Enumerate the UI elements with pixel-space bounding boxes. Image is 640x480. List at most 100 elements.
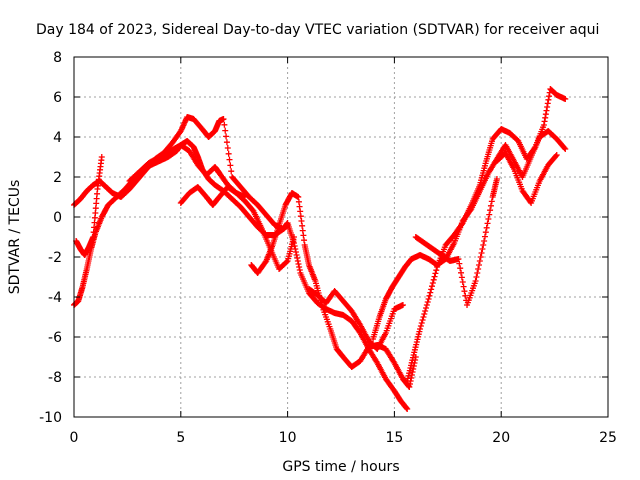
data-points	[71, 86, 569, 412]
data-series	[73, 154, 105, 258]
data-point	[458, 269, 465, 276]
y-tick-label: 6	[53, 90, 62, 106]
data-point	[404, 406, 411, 412]
data-point	[481, 238, 488, 244]
y-tick-label: -4	[48, 290, 62, 306]
data-series	[71, 138, 411, 412]
data-point	[458, 274, 465, 281]
data-series	[126, 142, 248, 200]
data-point	[428, 283, 435, 290]
data-point	[427, 289, 434, 296]
data-point	[475, 266, 482, 272]
data-point	[482, 229, 489, 236]
data-point	[424, 299, 431, 305]
chart-title: Day 184 of 2023, Sidereal Day-to-day VTE…	[36, 22, 599, 38]
data-series	[493, 150, 560, 206]
data-point	[283, 258, 290, 265]
data-point	[221, 121, 228, 128]
data-point	[418, 320, 425, 326]
data-point	[531, 145, 538, 152]
data-point	[562, 96, 569, 102]
y-tick-label: 2	[53, 170, 62, 186]
data-point	[223, 139, 230, 146]
data-point	[284, 222, 291, 228]
x-tick-label: 5	[176, 430, 185, 446]
data-point	[423, 302, 430, 308]
data-point	[430, 276, 437, 283]
data-point	[483, 224, 490, 231]
data-point	[419, 317, 426, 323]
data-point	[460, 283, 467, 290]
data-point	[428, 286, 435, 293]
data-point	[431, 273, 438, 280]
plot-frame	[73, 56, 609, 418]
x-tick-label: 15	[385, 430, 403, 446]
data-point	[423, 305, 430, 311]
axis-ticks: 0 5 10 15 20 25 -10 -8 -6 -4 -2 0 2 4 6 8	[39, 50, 617, 446]
data-point	[479, 246, 486, 252]
data-point	[455, 256, 462, 262]
data-point	[488, 198, 495, 205]
data-point	[421, 311, 428, 317]
data-point	[432, 270, 439, 277]
grid	[74, 57, 608, 417]
data-point	[493, 176, 500, 182]
data-point	[425, 296, 432, 302]
data-point	[553, 152, 560, 158]
x-axis-label: GPS time / hours	[282, 459, 399, 475]
data-series	[404, 86, 569, 384]
data-point	[223, 133, 230, 140]
data-series	[412, 176, 500, 308]
data-point	[222, 127, 229, 134]
data-point	[481, 233, 488, 240]
data-point	[473, 274, 480, 280]
y-axis-label: SDTVAR / TECUs	[7, 180, 23, 295]
data-point	[98, 154, 105, 160]
y-tick-label: 4	[53, 130, 62, 146]
data-point	[462, 292, 469, 299]
x-tick-label: 25	[599, 430, 617, 446]
data-point	[224, 145, 231, 151]
data-point	[486, 211, 493, 218]
data-point	[474, 270, 481, 276]
data-point	[476, 258, 483, 264]
data-point	[417, 323, 424, 329]
data-point	[552, 153, 559, 159]
data-point	[477, 254, 484, 260]
data-series	[370, 128, 569, 342]
y-tick-label: -8	[48, 370, 62, 386]
x-tick-label: 20	[492, 430, 510, 446]
data-point	[478, 250, 485, 256]
y-tick-label: -2	[48, 250, 62, 266]
data-point	[426, 292, 433, 299]
data-point	[457, 265, 464, 272]
data-point	[420, 314, 427, 320]
data-point	[561, 145, 568, 151]
data-point	[459, 279, 466, 285]
data-point	[487, 202, 494, 209]
data-point	[472, 278, 479, 284]
data-point	[484, 220, 491, 227]
y-tick-label: -6	[48, 330, 62, 346]
data-point	[485, 216, 492, 222]
data-point	[220, 116, 227, 122]
y-tick-label: 8	[53, 50, 62, 66]
data-point	[480, 242, 487, 248]
y-tick-label: 0	[53, 210, 62, 226]
data-point	[227, 162, 234, 169]
data-point	[291, 234, 298, 240]
data-series	[305, 286, 406, 352]
data-series	[177, 184, 298, 272]
data-point	[433, 267, 440, 274]
data-point	[225, 150, 232, 157]
data-point	[226, 156, 233, 163]
data-point	[429, 280, 436, 286]
data-point	[399, 302, 406, 308]
data-point	[487, 207, 494, 214]
data-point	[228, 168, 235, 175]
data-point	[422, 308, 429, 314]
x-tick-label: 0	[70, 430, 79, 446]
data-point	[456, 260, 463, 267]
x-tick-label: 10	[279, 430, 297, 446]
